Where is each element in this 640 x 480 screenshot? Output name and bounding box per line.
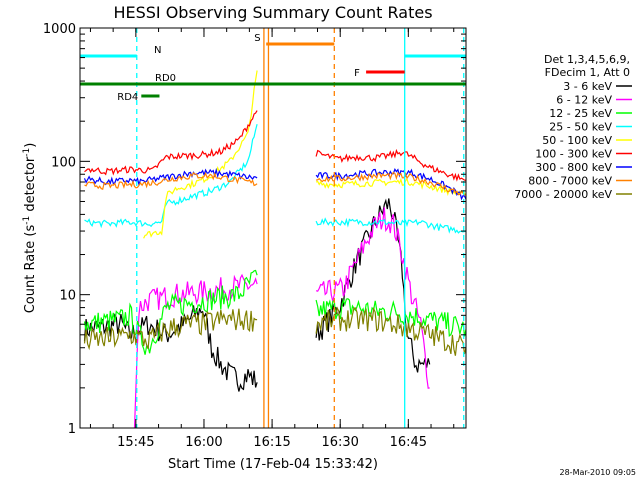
series-line-4-0 xyxy=(143,70,258,239)
x-tick-label-4: 16:45 xyxy=(390,435,427,450)
y-axis-label: Count Rate (s-1 detector-1) xyxy=(22,143,38,314)
series-line-7-1 xyxy=(315,171,466,196)
flag-label-n: N xyxy=(154,45,161,56)
legend: Det 1,3,4,5,6,9, FDecim 1, Att 0 3 - 6 k… xyxy=(514,53,632,201)
series-line-3-0 xyxy=(84,124,258,229)
legend-label-0: 3 - 6 keV xyxy=(563,80,612,93)
plot-frame xyxy=(79,27,467,429)
y-axis-label-end: ) xyxy=(23,143,38,148)
series-line-0-0 xyxy=(83,305,258,392)
flag-label-rd0: RD0 xyxy=(155,73,176,84)
flag-label-f: F xyxy=(354,68,360,79)
legend-label-5: 100 - 300 keV xyxy=(535,148,612,161)
legend-label-6: 300 - 800 keV xyxy=(535,161,612,174)
y-tick-label-3: 1000 xyxy=(43,22,76,37)
x-tick-label-1: 16:00 xyxy=(185,435,222,450)
legend-header-2: FDecim 1, Att 0 xyxy=(545,66,630,79)
series-line-6-0 xyxy=(83,167,258,186)
series-line-5-0 xyxy=(84,110,258,176)
series-line-2-0 xyxy=(83,269,258,355)
series-line-6-1 xyxy=(315,167,466,201)
legend-label-3: 25 - 50 keV xyxy=(549,121,612,134)
series-line-4-1 xyxy=(315,177,466,197)
series-line-1-1 xyxy=(315,207,430,389)
legend-label-7: 800 - 7000 keV xyxy=(528,175,612,188)
x-tick-label-0: 15:45 xyxy=(117,435,154,450)
axes: 1 10 100 1000 15:45 16:00 16:15 16:30 16:45 xyxy=(43,22,466,450)
footer-timestamp: 28-Mar-2010 09:05 xyxy=(560,468,637,477)
legend-label-1: 6 - 12 keV xyxy=(556,94,612,107)
legend-label-4: 50 - 100 keV xyxy=(542,134,612,147)
y-tick-label-2: 100 xyxy=(51,155,76,170)
series-line-3-1 xyxy=(315,217,466,234)
flag-label-s: S xyxy=(254,33,260,44)
y-tick-label-1: 10 xyxy=(59,289,76,304)
x-axis-label: Start Time (17-Feb-04 15:33:42) xyxy=(168,457,378,472)
series-line-8-1 xyxy=(315,306,466,356)
legend-label-8: 7000 - 20000 keV xyxy=(514,188,612,201)
y-axis-label-mid: detector xyxy=(23,156,38,216)
plot-area: N S F RD0 RD4 xyxy=(80,28,466,428)
series-line-5-1 xyxy=(315,148,466,182)
x-tick-label-2: 16:15 xyxy=(253,435,290,450)
legend-header-1: Det 1,3,4,5,6,9, xyxy=(544,53,630,66)
y-axis-label-sup2: -1 xyxy=(22,148,32,157)
chart-title: HESSI Observing Summary Count Rates xyxy=(113,3,432,22)
flag-label-rd4: RD4 xyxy=(117,92,138,103)
series-line-7-0 xyxy=(84,171,258,191)
legend-label-2: 12 - 25 keV xyxy=(549,107,612,120)
y-tick-label-0: 1 xyxy=(68,422,76,437)
y-axis-label-sup1: -1 xyxy=(22,216,32,225)
x-tick-label-3: 16:30 xyxy=(321,435,358,450)
y-axis-label-main: Count Rate (s xyxy=(23,225,38,314)
series-line-2-1 xyxy=(315,298,466,337)
series-line-1-0 xyxy=(133,273,258,428)
series-line-8-0 xyxy=(83,308,258,351)
